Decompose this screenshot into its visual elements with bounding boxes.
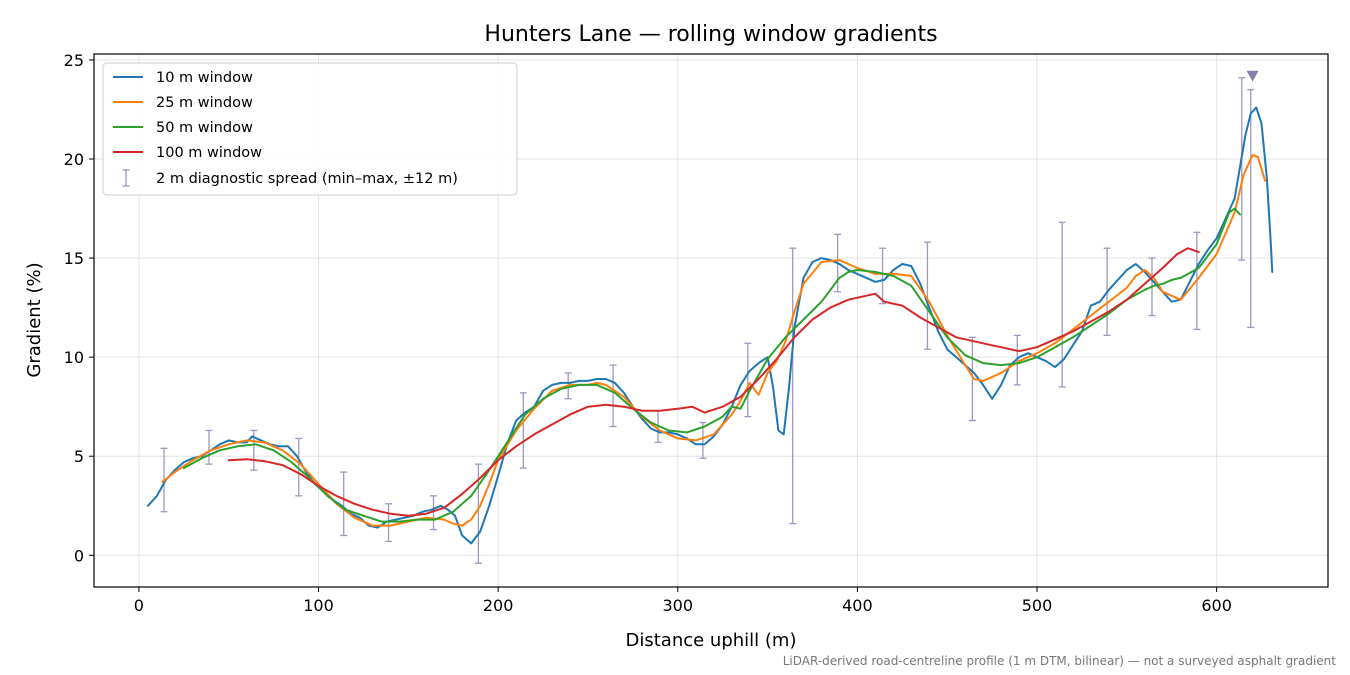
spread-bar <box>385 503 393 543</box>
x-axis-label: Distance uphill (m) <box>626 630 797 651</box>
y-tick-label: 15 <box>64 249 84 268</box>
x-tick-label: 500 <box>1022 596 1053 615</box>
spread-bar <box>340 471 348 537</box>
y-axis-ticks: 0 5 10 15 20 25 <box>64 51 94 565</box>
x-tick-label: 200 <box>483 596 514 615</box>
legend: 10 m window 25 m window 50 m window 100 … <box>102 62 518 196</box>
x-axis-ticks: 0 100 200 300 400 500 600 <box>134 587 1232 615</box>
peak-markers <box>1246 70 1259 82</box>
spread-bar <box>789 247 797 525</box>
legend-label-100m: 100 m window <box>156 145 262 161</box>
legend-box <box>102 62 518 196</box>
legend-label-spread: 2 m diagnostic spread (min–max, ±12 m) <box>156 171 458 187</box>
series-line-2 <box>161 154 1267 527</box>
spread-bar <box>295 437 303 497</box>
spread-bar <box>968 336 976 422</box>
series-line-4 <box>227 247 1200 517</box>
spread-bar <box>519 392 527 469</box>
spread-bar <box>1247 89 1255 329</box>
y-axis-label: Gradient (%) <box>24 262 45 377</box>
y-tick-label: 20 <box>64 150 84 169</box>
x-tick-label: 400 <box>842 596 873 615</box>
x-tick-label: 600 <box>1201 596 1232 615</box>
spread-bar <box>923 241 931 350</box>
spread-bar <box>699 421 707 459</box>
legend-swatch-spread <box>122 169 130 187</box>
y-tick-label: 0 <box>74 546 84 565</box>
legend-label-50m: 50 m window <box>156 120 253 136</box>
spread-bar <box>205 429 213 465</box>
legend-label-25m: 25 m window <box>156 95 253 111</box>
spread-bar <box>744 342 752 418</box>
chart-title: Hunters Lane — rolling window gradients <box>484 22 937 47</box>
spread-bar <box>1238 77 1246 261</box>
x-tick-label: 0 <box>134 596 144 615</box>
y-tick-label: 10 <box>64 348 84 367</box>
footnote: LiDAR-derived road-centreline profile (1… <box>783 654 1337 668</box>
series-line-3 <box>182 207 1241 523</box>
spread-bar <box>879 247 887 305</box>
x-tick-label: 100 <box>303 596 334 615</box>
plot-frame <box>93 53 1329 588</box>
peak-marker <box>1246 70 1259 82</box>
series-lines <box>146 106 1274 545</box>
y-tick-label: 25 <box>64 51 84 70</box>
spread-bar <box>429 495 437 531</box>
y-tick-label: 5 <box>74 447 84 466</box>
spread-bar <box>609 364 617 428</box>
legend-label-10m: 10 m window <box>156 70 253 86</box>
x-tick-label: 300 <box>662 596 693 615</box>
